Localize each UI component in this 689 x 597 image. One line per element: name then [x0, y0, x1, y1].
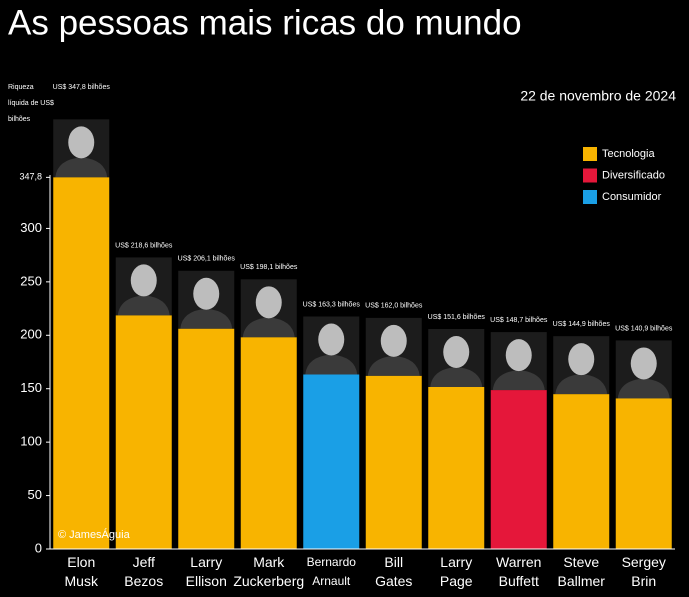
legend-swatch	[583, 147, 597, 161]
portrait	[615, 340, 672, 399]
legend-label: Diversificado	[602, 169, 665, 181]
portrait	[240, 279, 297, 338]
x-tick-label: Steve Ballmer	[558, 554, 606, 589]
portrait	[490, 332, 547, 391]
bar	[490, 390, 547, 549]
x-tick-label: Sergey Brin	[622, 554, 666, 589]
legend-swatch	[583, 190, 597, 204]
legend-swatch	[583, 168, 597, 183]
portrait	[553, 336, 610, 395]
y-tick-label: 100	[20, 434, 42, 449]
x-tick-label: Jeff Bezos	[124, 554, 163, 589]
portrait	[53, 119, 110, 178]
value-label: US$ 162,0 bilhões	[365, 303, 423, 310]
bar	[303, 374, 360, 549]
portrait	[115, 257, 172, 316]
x-tick-label: Mark Zuckerberg	[233, 554, 304, 589]
value-label: US$ 151,6 bilhões	[428, 314, 486, 321]
value-label: US$ 163,3 bilhões	[303, 301, 361, 308]
x-tick-label: Bernardo Arnault	[307, 555, 357, 588]
chart-title: As pessoas mais ricas do mundo	[8, 3, 522, 42]
value-label: US$ 148,7 bilhões	[490, 317, 548, 324]
y-axis-label: Riqueza	[8, 84, 34, 91]
bar	[115, 315, 172, 549]
bar	[365, 375, 422, 549]
value-label: US$ 144,9 bilhões	[553, 321, 611, 328]
portrait	[365, 317, 422, 376]
x-tick-label: Elon Musk	[65, 554, 99, 589]
y-tick-label: 150	[20, 380, 42, 395]
value-label: US$ 198,1 bilhões	[240, 264, 298, 271]
value-label: US$ 218,6 bilhões	[115, 242, 173, 249]
portrait	[178, 270, 235, 329]
x-tick-label: Bill Gates	[375, 554, 412, 589]
bar	[553, 394, 610, 549]
value-label: US$ 140,9 bilhões	[615, 325, 673, 332]
y-tick-label: 347,8	[19, 172, 42, 182]
bar	[240, 337, 297, 549]
x-tick-label: Larry Ellison	[186, 554, 227, 589]
legend-label: Consumidor	[602, 191, 662, 203]
bar	[428, 387, 485, 549]
x-tick-label: Warren Buffett	[496, 554, 541, 589]
y-tick-label: 50	[28, 487, 42, 502]
bar	[53, 177, 110, 549]
chart-subtitle: 22 de novembro de 2024	[520, 88, 676, 104]
y-axis-label: bilhões	[8, 116, 31, 123]
portrait	[428, 329, 485, 388]
annotation: © JamesÁguia	[58, 528, 131, 541]
value-label: US$ 347,8 bilhões	[53, 84, 111, 91]
value-label: US$ 206,1 bilhões	[178, 256, 236, 263]
y-tick-label: 300	[20, 220, 42, 235]
bar	[178, 328, 235, 549]
x-tick-label: Larry Page	[440, 554, 473, 589]
portrait	[303, 316, 360, 375]
bar	[615, 398, 672, 549]
y-tick-label: 250	[20, 273, 42, 288]
legend-label: Tecnologia	[602, 148, 655, 160]
y-tick-label: 200	[20, 327, 42, 342]
y-tick-label: 0	[35, 540, 42, 555]
y-axis-label: líquida de US$	[8, 100, 54, 107]
